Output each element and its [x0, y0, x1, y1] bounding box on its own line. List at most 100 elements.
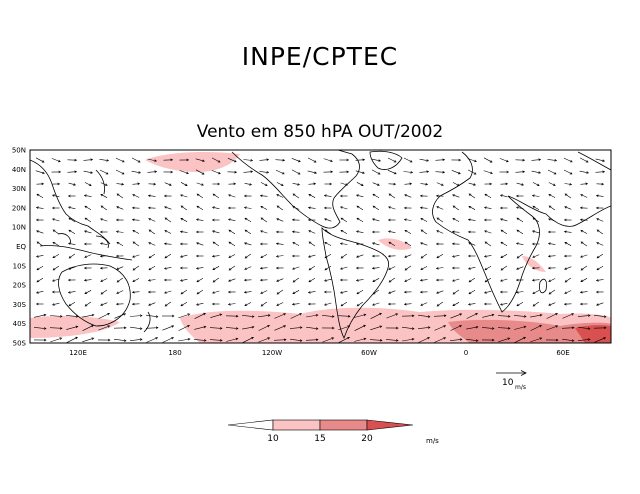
lat-label: 30N — [12, 185, 26, 193]
wind-arrow-head — [507, 337, 511, 341]
wind-arrow — [52, 254, 60, 258]
wind-arrow-head — [459, 338, 463, 341]
wind-arrow-head — [371, 254, 375, 258]
wind-arrow-head — [372, 291, 376, 295]
wind-arrow-head — [36, 267, 40, 271]
wind-arrow — [580, 219, 588, 221]
legend-swatch-gt20 — [366, 419, 414, 431]
wind-arrow-head — [180, 218, 184, 221]
wind-arrow — [595, 158, 605, 162]
wind-arrow — [388, 231, 396, 233]
wind-arrow — [84, 230, 92, 234]
wind-arrow-head — [538, 158, 542, 162]
wind-arrow — [196, 193, 204, 199]
wind-arrow-head — [68, 229, 72, 233]
wind-arrow-head — [68, 267, 71, 270]
wind-arrow — [530, 337, 542, 343]
wind-arrow — [162, 325, 174, 331]
wind-arrow-head — [260, 255, 264, 258]
shade-south-core — [575, 325, 611, 343]
wind-arrow-head — [211, 254, 215, 258]
wind-arrow-head — [212, 241, 216, 245]
wind-arrow — [596, 218, 604, 222]
wind-arrow — [228, 241, 236, 247]
wind-arrow — [180, 182, 188, 186]
wind-arrow — [596, 279, 604, 281]
wind-arrow-head — [212, 291, 215, 294]
wind-arrow — [420, 183, 428, 185]
wind-arrow-head — [548, 303, 552, 306]
wind-arrow — [244, 291, 252, 293]
wind-arrow-head — [186, 158, 190, 162]
wind-arrow-head — [587, 338, 591, 341]
wind-arrow — [371, 169, 381, 175]
wind-arrow — [483, 170, 493, 174]
wind-arrow-head — [395, 326, 399, 330]
wind-arrow-head — [100, 291, 104, 295]
wind-arrow — [532, 254, 540, 258]
wind-arrow — [276, 289, 284, 295]
wind-arrow — [132, 241, 140, 247]
wind-arrow-head — [345, 183, 348, 186]
wind-arrow — [82, 314, 94, 318]
wind-arrow-head — [579, 290, 583, 294]
wind-arrow — [100, 255, 108, 257]
wind-arrow — [468, 182, 476, 186]
wind-arrow-head — [436, 217, 440, 221]
lon-label: 180 — [168, 349, 181, 357]
wind-arrow — [36, 277, 44, 283]
wind-arrow — [420, 279, 428, 281]
wind-arrow-head — [499, 218, 503, 221]
wind-arrow-head — [459, 313, 463, 316]
wind-arrow-head — [35, 302, 39, 306]
wind-arrow-head — [443, 325, 447, 328]
wind-arrow-head — [171, 337, 174, 340]
wind-arrow-head — [571, 326, 575, 330]
wind-arrow-head — [532, 217, 536, 221]
wind-arrow-head — [132, 194, 136, 197]
wind-arrow — [52, 218, 60, 222]
wind-arrow — [532, 195, 540, 197]
wind-arrow-head — [74, 170, 78, 174]
wind-arrow-head — [603, 337, 607, 340]
wind-arrow-head — [339, 194, 343, 198]
wind-arrow-head — [435, 278, 439, 282]
wind-arrow-head — [553, 172, 557, 175]
wind-arrow-head — [547, 242, 551, 246]
wind-arrow-head — [43, 313, 47, 317]
wind-arrow — [36, 193, 44, 199]
wind-arrow — [449, 339, 463, 341]
wind-arrow — [468, 193, 476, 199]
wind-arrow-head — [483, 206, 487, 210]
wind-arrow-head — [475, 339, 479, 342]
wind-arrow — [434, 325, 446, 331]
wind-arrow-head — [243, 290, 247, 294]
wind-arrow — [532, 290, 540, 294]
wind-arrow — [372, 205, 380, 211]
wind-arrow-head — [372, 193, 376, 197]
wind-arrow-head — [280, 183, 284, 186]
wind-arrow-head — [147, 194, 151, 198]
wind-arrow-head — [259, 194, 263, 198]
wind-arrow-head — [74, 158, 78, 162]
shade-north-pacific — [145, 152, 240, 172]
wind-arrow-head — [291, 302, 295, 306]
wind-arrow — [146, 337, 158, 343]
wind-arrow — [452, 289, 460, 295]
wind-arrow-head — [196, 205, 200, 209]
wind-arrow-head — [67, 194, 71, 198]
wind-arrow-head — [419, 278, 423, 282]
wind-arrow-head — [452, 291, 456, 295]
wind-arrow-head — [324, 242, 328, 245]
legend-swatch-15-20 — [319, 419, 368, 431]
wind-arrow — [401, 326, 415, 330]
wind-arrow-head — [275, 254, 279, 258]
wind-arrow — [452, 255, 460, 257]
wind-arrow — [516, 243, 524, 245]
wind-arrow-head — [211, 206, 215, 209]
wind-arrow — [212, 230, 220, 234]
wind-arrow — [308, 183, 316, 185]
wind-arrow — [435, 159, 445, 161]
wind-arrow-head — [171, 314, 175, 318]
wind-arrow-head — [603, 315, 607, 318]
